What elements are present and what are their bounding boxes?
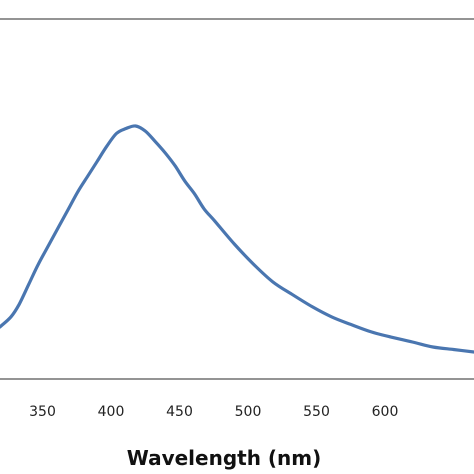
x-tick-label: 500	[235, 404, 262, 420]
plot-area	[0, 124, 474, 354]
x-axis-ticks: 350 400 450 500 550 600	[29, 404, 398, 420]
x-tick-label: 600	[372, 404, 399, 420]
x-tick-label: 450	[166, 404, 193, 420]
x-tick-label: 350	[29, 404, 56, 420]
x-axis-title: Wavelength (nm)	[127, 446, 322, 470]
x-tick-label: 400	[98, 404, 125, 420]
series-line-0	[0, 124, 474, 354]
x-tick-label: 550	[303, 404, 330, 420]
